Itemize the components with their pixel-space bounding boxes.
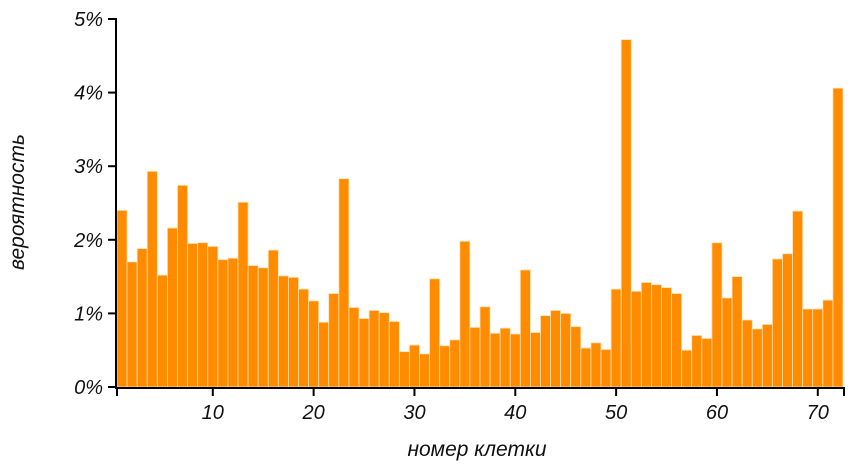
bar-cell-46 — [570, 326, 582, 388]
bar-cell-53 — [640, 282, 652, 388]
bar-cell-40 — [509, 333, 521, 388]
bar-cell-16 — [267, 249, 279, 388]
bar-cell-72 — [832, 87, 844, 388]
bar-cell-48 — [590, 342, 602, 388]
bar-cell-61 — [721, 297, 733, 388]
bar-cell-44 — [550, 310, 562, 388]
bar-cell-18 — [288, 276, 299, 388]
bar-cell-60 — [711, 242, 723, 388]
bar-cell-13 — [237, 201, 249, 388]
bar-cell-58 — [691, 335, 703, 388]
bar-cell-39 — [499, 327, 511, 388]
bar-cell-8 — [187, 243, 199, 388]
bar-cell-51 — [620, 39, 632, 388]
bar-cell-3 — [136, 248, 148, 388]
x-tick-label: 40 — [504, 402, 526, 424]
bar-cell-30 — [409, 344, 420, 388]
y-tick-label: 1% — [74, 303, 103, 325]
bar-cell-7 — [177, 184, 188, 388]
bar-cell-64 — [751, 328, 763, 388]
bar-cell-66 — [772, 258, 783, 388]
bar-cell-5 — [156, 274, 168, 388]
bar-cell-41 — [519, 269, 531, 388]
bar-cell-71 — [822, 299, 834, 388]
bar-cell-43 — [540, 315, 551, 388]
bar-cell-56 — [671, 293, 683, 388]
bar-cell-37 — [479, 306, 491, 388]
bar-cell-38 — [489, 332, 501, 388]
y-tick-label: 4% — [74, 83, 103, 105]
bar-cell-54 — [651, 284, 662, 388]
x-tick-label: 60 — [706, 402, 728, 424]
bar-cell-9 — [197, 242, 209, 388]
bar-cell-22 — [328, 293, 340, 388]
x-tick-label: 20 — [302, 402, 325, 424]
bar-cell-29 — [398, 351, 410, 388]
bar-cell-31 — [419, 353, 430, 388]
bar-cell-26 — [368, 310, 380, 388]
bars-group — [116, 39, 844, 388]
x-tick-label: 50 — [605, 402, 627, 424]
bar-cell-14 — [247, 265, 259, 388]
bar-cell-68 — [792, 210, 804, 388]
bar-cell-4 — [146, 170, 158, 388]
bar-cell-52 — [630, 290, 642, 388]
bar-cell-63 — [741, 319, 753, 388]
bar-cell-33 — [439, 345, 451, 388]
bar-cell-45 — [560, 312, 572, 388]
bar-cell-42 — [530, 332, 541, 388]
x-tick-label: 30 — [403, 402, 425, 424]
bar-cell-35 — [459, 240, 471, 388]
bar-cell-65 — [761, 324, 773, 388]
y-tick-label: 2% — [73, 230, 103, 252]
y-tick-label: 3% — [74, 156, 103, 178]
bar-cell-67 — [782, 253, 793, 388]
y-tick-label: 5% — [74, 9, 103, 31]
bar-cell-20 — [308, 300, 320, 388]
bar-cell-2 — [126, 261, 138, 388]
bar-cell-23 — [338, 178, 350, 388]
x-tick-label: 70 — [807, 402, 829, 424]
bar-cell-28 — [388, 321, 400, 388]
bar-cell-36 — [469, 326, 481, 388]
bar-cell-27 — [378, 312, 390, 388]
bar-cell-19 — [298, 288, 309, 388]
x-tick-label: 10 — [202, 402, 224, 424]
bar-cell-49 — [600, 349, 612, 388]
bar-cell-34 — [449, 339, 461, 388]
bar-cell-62 — [731, 276, 743, 388]
bar-cell-55 — [661, 287, 672, 388]
bar-cell-50 — [610, 288, 622, 388]
bar-cell-12 — [227, 257, 239, 388]
bar-cell-15 — [257, 267, 269, 388]
bar-cell-24 — [348, 307, 360, 388]
bar-cell-32 — [429, 278, 441, 388]
bar-cell-17 — [277, 275, 289, 388]
bar-cell-1 — [116, 209, 128, 388]
bar-cell-57 — [681, 349, 693, 388]
bar-cell-69 — [802, 308, 814, 388]
bar-cell-70 — [812, 308, 824, 388]
bar-cell-47 — [580, 347, 592, 388]
bar-cell-10 — [207, 246, 219, 388]
y-axis-title: вероятность — [6, 134, 29, 270]
bar-cell-11 — [217, 259, 229, 388]
bar-cell-59 — [701, 338, 713, 388]
bar-cell-6 — [167, 227, 178, 388]
y-tick-label: 0% — [74, 377, 103, 399]
x-axis: 10 20 30 40 50 60 70 — [116, 387, 845, 424]
bar-cell-25 — [358, 318, 370, 388]
bar-cell-21 — [318, 321, 330, 388]
x-axis-title: номер клетки — [407, 438, 546, 461]
y-axis: 0% 1% 2% 3% 4% 5% — [73, 9, 117, 399]
